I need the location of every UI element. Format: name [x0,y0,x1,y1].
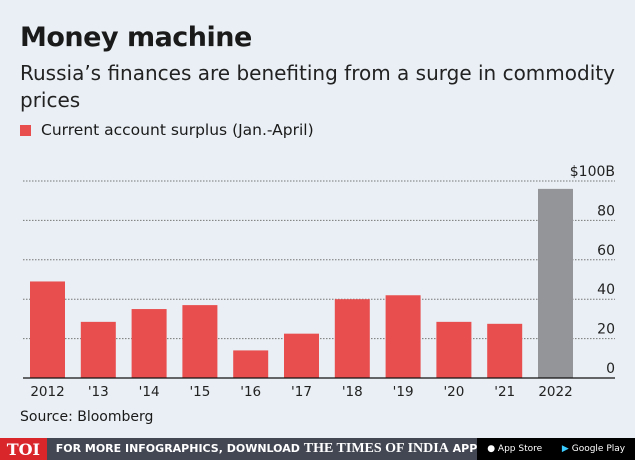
play-icon: ▶ [561,444,569,454]
chart-title: Money machine [20,22,252,53]
y-tick-label: 60 [597,243,615,259]
bar [436,321,472,378]
legend-swatch [20,124,31,136]
x-tick-label: '14 [139,384,160,400]
x-tick-label: '16 [240,384,261,400]
promo-name: THE TIMES OF INDIA [303,441,449,456]
promo-prefix: FOR MORE INFOGRAPHICS, DOWNLOAD [55,442,300,455]
bar [182,305,218,378]
promo-text: FOR MORE INFOGRAPHICS, DOWNLOAD THE TIME… [47,441,478,457]
chart-subtitle: Russia’s finances are benefiting from a … [20,61,615,112]
bar [80,321,116,378]
app-store-label: App Store [497,444,543,454]
y-tick-label: 40 [597,282,615,298]
bar-chart: 0 20 40 60 80 $100B 2012 '13 '14 '15 '16 '17 '18 '19 '… [23,164,615,400]
x-tick-label: '17 [291,384,312,400]
google-play-label: Google Play [571,444,626,454]
y-tick-label: $100B [570,164,615,180]
bar [233,350,269,378]
x-tick-label: '20 [443,384,464,400]
x-tick-label: '15 [189,384,210,400]
bar [284,333,319,378]
x-tick-label: '18 [342,384,363,400]
app-store-badge[interactable]: ● App Store [487,444,542,454]
x-tick-label: 2022 [538,384,572,400]
x-tick-label: '13 [88,384,109,400]
y-tick-label: 20 [597,322,615,338]
x-tick-label: '21 [494,384,515,400]
footer-banner[interactable]: TOI FOR MORE INFOGRAPHICS, DOWNLOAD THE … [0,438,635,460]
apple-icon: ● [487,444,496,454]
source-note: Source: Bloomberg [20,409,154,425]
toi-logo: TOI [0,438,47,460]
y-tick-label: 0 [606,361,615,377]
bar [487,323,523,378]
bar [334,299,370,378]
promo-suffix: APP [452,442,478,455]
legend: Current account surplus (Jan.-April) [20,121,314,139]
bar [538,188,573,378]
store-badges: ● App Store ▶ Google Play [477,438,635,460]
legend-label: Current account surplus (Jan.-April) [41,121,314,139]
bar [131,309,167,378]
bar [385,295,421,378]
x-tick-label: '19 [393,384,414,400]
y-tick-label: 80 [597,203,615,219]
x-tick-label: 2012 [30,384,64,400]
google-play-badge[interactable]: ▶ Google Play [562,444,625,454]
bar [30,281,65,378]
